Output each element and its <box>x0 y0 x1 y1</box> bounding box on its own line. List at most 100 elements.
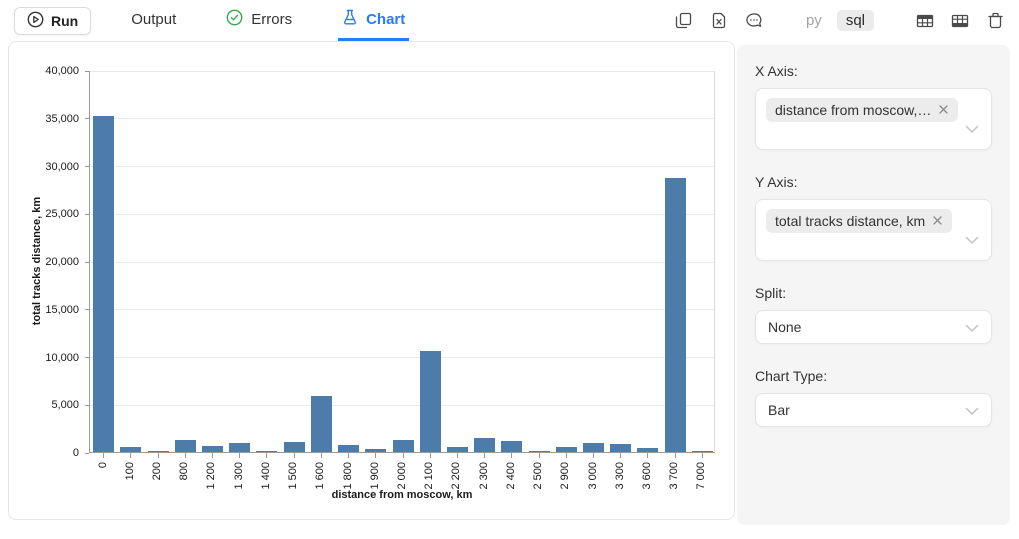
bar[interactable] <box>419 350 441 452</box>
chevron-down-icon[interactable] <box>965 232 979 250</box>
tab-errors[interactable]: Errors <box>222 0 296 41</box>
bar[interactable] <box>446 446 468 452</box>
bar[interactable] <box>120 447 142 452</box>
bar[interactable] <box>501 440 523 452</box>
x-tick <box>484 453 486 458</box>
split-field-label: Split: <box>755 285 787 301</box>
bar[interactable] <box>174 440 196 452</box>
tab-output[interactable]: Output <box>127 0 180 41</box>
x-axis-field-label: X Axis: <box>755 63 798 79</box>
x-tick <box>266 453 268 458</box>
y-tick-label: 20,000 <box>45 256 79 268</box>
bar[interactable] <box>664 177 686 452</box>
bar[interactable] <box>310 395 332 452</box>
chart-type-field-label: Chart Type: <box>755 368 828 384</box>
x-tick <box>348 453 350 458</box>
tab-output-label: Output <box>131 10 177 28</box>
x-tick-label: 3 600 <box>640 462 653 490</box>
bar[interactable] <box>283 441 305 452</box>
x-tick-label: 1 400 <box>259 462 272 490</box>
table-footer-icon[interactable] <box>950 11 970 31</box>
chevron-down-icon[interactable] <box>965 121 979 139</box>
bar[interactable] <box>256 450 278 452</box>
bar[interactable] <box>201 445 223 452</box>
x-tick-label: 1 200 <box>205 462 218 490</box>
x-tick <box>511 453 513 458</box>
y-axis-select[interactable]: total tracks distance, km <box>755 199 992 261</box>
bar[interactable] <box>691 450 713 452</box>
x-tick-label: 7 000 <box>695 462 708 490</box>
play-circle-icon <box>27 11 44 31</box>
chevron-down-icon[interactable] <box>965 320 979 336</box>
bar[interactable] <box>229 442 251 452</box>
x-tick-label: 1 600 <box>314 462 327 490</box>
x-tick-label: 100 <box>123 462 136 481</box>
y-tick-label: 10,000 <box>45 351 79 364</box>
x-tick <box>538 453 540 458</box>
bar[interactable] <box>93 115 115 452</box>
y-tick-label: 15,000 <box>45 303 79 316</box>
language-option-sql[interactable]: sql <box>836 10 874 31</box>
bar[interactable] <box>637 448 659 452</box>
bar[interactable] <box>338 445 360 452</box>
x-tick <box>565 453 567 458</box>
x-axis-tag-label: distance from moscow,… <box>775 102 932 118</box>
y-tick-label: 25,000 <box>45 208 79 221</box>
x-tick <box>239 453 241 458</box>
tab-chart[interactable]: Chart <box>338 0 410 41</box>
y-tick-label: 30,000 <box>45 160 79 173</box>
bar[interactable] <box>583 443 605 452</box>
x-tick-label: 1 300 <box>232 462 245 490</box>
language-option-py[interactable]: py <box>805 12 822 29</box>
gridline <box>90 261 714 263</box>
x-tick-label: 1 500 <box>287 462 300 490</box>
x-tick-label: 3 000 <box>586 462 599 490</box>
remove-y-axis-tag-icon[interactable] <box>932 213 943 229</box>
x-tick <box>375 453 377 458</box>
bar[interactable] <box>392 439 414 452</box>
bar[interactable] <box>365 449 387 452</box>
table-header-icon[interactable] <box>915 11 935 31</box>
copy-icon[interactable] <box>674 11 694 31</box>
x-tick <box>456 453 458 458</box>
chart-type-select[interactable]: Bar <box>755 393 992 427</box>
y-tick <box>85 261 89 263</box>
bar[interactable] <box>528 451 550 452</box>
tab-chart-label: Chart <box>366 10 406 28</box>
x-tick-label: 2 400 <box>504 462 517 490</box>
toolbar-actions: py sql <box>674 10 1005 31</box>
remove-x-axis-tag-icon[interactable] <box>938 102 949 118</box>
x-axis-title: distance from moscow, km <box>331 489 473 501</box>
x-tick-label: 2 200 <box>450 462 463 490</box>
bar-chart-plot-area <box>85 70 715 458</box>
chart-type-select-value: Bar <box>768 402 790 418</box>
x-tick <box>593 453 595 458</box>
x-tick-label: 2 000 <box>396 462 408 490</box>
y-tick <box>85 404 89 406</box>
y-tick <box>85 357 89 358</box>
x-axis-tag: distance from moscow,… <box>766 98 959 122</box>
gridline <box>90 309 714 311</box>
bar[interactable] <box>474 437 496 452</box>
chart-panel: total tracks distance, km 0 100 200 800 1 20… <box>8 41 735 520</box>
split-select[interactable]: None <box>755 310 992 344</box>
x-tick-label: 2 900 <box>559 462 572 490</box>
trash-icon[interactable] <box>985 11 1005 31</box>
bar[interactable] <box>147 451 169 452</box>
run-button-label: Run <box>51 12 79 29</box>
x-axis-select[interactable]: distance from moscow,… <box>755 88 992 150</box>
comments-icon[interactable] <box>744 11 764 31</box>
x-tick <box>429 453 431 458</box>
y-tick <box>85 166 89 167</box>
gridline <box>90 357 714 358</box>
x-tick <box>402 453 404 458</box>
x-tick-label: 1 800 <box>341 462 354 490</box>
gridline <box>90 70 714 72</box>
x-tick-label: 1 900 <box>368 462 381 490</box>
bar[interactable] <box>555 446 577 452</box>
chevron-down-icon[interactable] <box>965 403 979 419</box>
run-button[interactable]: Run <box>14 6 92 35</box>
bar[interactable] <box>610 443 632 452</box>
y-tick <box>85 309 89 311</box>
export-file-icon[interactable] <box>709 11 729 31</box>
